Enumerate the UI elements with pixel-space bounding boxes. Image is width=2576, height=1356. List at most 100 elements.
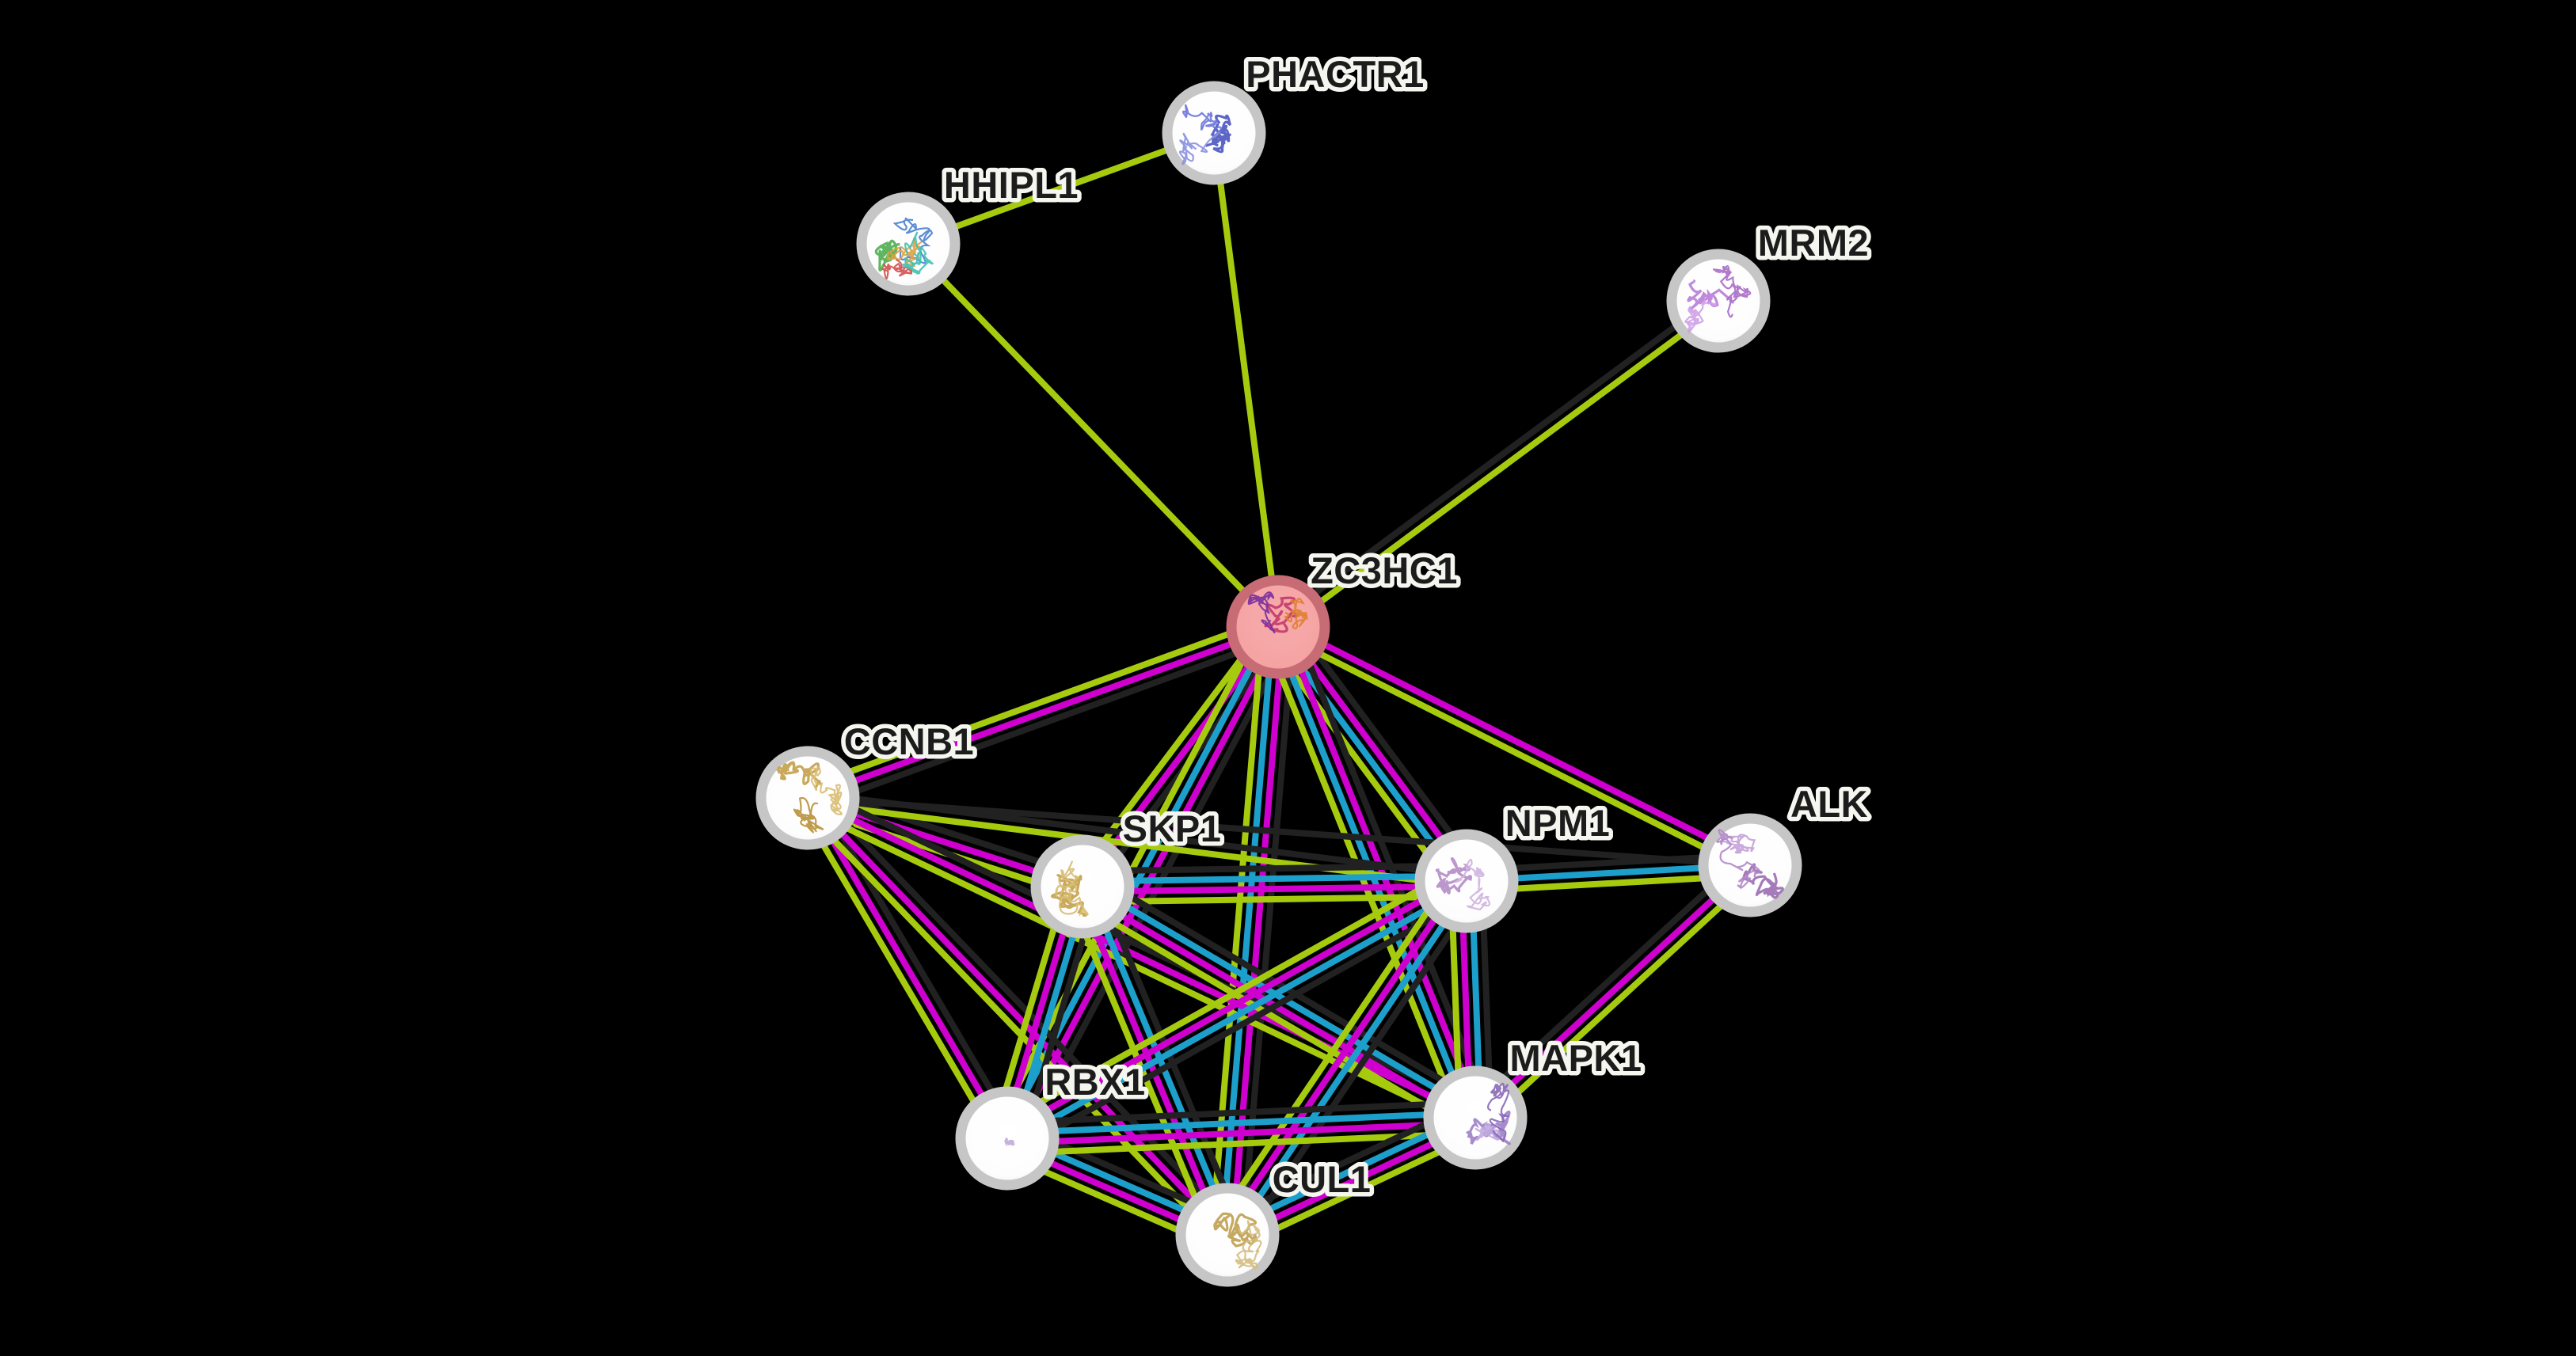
edge-MAPK1-ALK[interactable] xyxy=(1465,854,1760,1129)
protein-node-circle[interactable] xyxy=(755,746,860,850)
protein-structure-thumbnail xyxy=(1004,1137,1015,1147)
edge-line-textmining[interactable] xyxy=(905,130,1217,247)
node-label-CCNB1: CCNB1 xyxy=(844,720,974,762)
protein-structure-thumbnail xyxy=(1474,1121,1501,1141)
protein-node-circle[interactable] xyxy=(1423,1065,1528,1170)
edge-line-coexpression[interactable] xyxy=(1003,1099,1478,1126)
edge-line-databases[interactable] xyxy=(1003,1109,1478,1137)
protein-structure-thumbnail xyxy=(881,258,913,279)
edge-line-coexpression[interactable] xyxy=(805,795,1753,868)
edge-line-coexpression[interactable] xyxy=(1465,854,1747,1114)
protein-structure-thumbnail xyxy=(1466,1110,1511,1145)
edge-PHACTR1-HHIPL1[interactable] xyxy=(905,130,1217,247)
edge-line-coexpression[interactable] xyxy=(1272,293,1719,626)
edge-line-databases[interactable] xyxy=(1228,880,1474,1241)
edge-line-coexpression[interactable] xyxy=(1237,886,1483,1247)
protein-structure-thumbnail xyxy=(1435,857,1472,895)
edge-line-coexpression[interactable] xyxy=(812,788,1239,1231)
edge-line-textmining[interactable] xyxy=(804,800,1470,890)
protein-structure-thumbnail xyxy=(1178,131,1220,165)
edge-line-textmining[interactable] xyxy=(1262,632,1458,894)
protein-structure-thumbnail xyxy=(775,761,822,788)
node-label-RBX1: RBX1 xyxy=(1044,1061,1145,1103)
node-HHIPL1[interactable] xyxy=(856,192,961,296)
edge-line-textmining[interactable] xyxy=(1211,130,1281,630)
node-label-ZC3HC1: ZC3HC1 xyxy=(1311,549,1458,591)
edge-line-experiments[interactable] xyxy=(805,795,1010,1141)
edge-line-experiments[interactable] xyxy=(1220,875,1466,1236)
edge-line-databases[interactable] xyxy=(1006,882,1473,1146)
edge-ZC3HC1-CCNB1[interactable] xyxy=(801,613,1285,811)
edge-line-experiments[interactable] xyxy=(1277,619,1756,864)
edge-ZC3HC1-ALK[interactable] xyxy=(1273,619,1756,873)
node-RBX1[interactable] xyxy=(955,1086,1060,1191)
protein-structure-thumbnail xyxy=(793,796,824,834)
edge-line-coexpression[interactable] xyxy=(808,633,1285,811)
node-PHACTR1[interactable] xyxy=(1162,81,1266,185)
protein-node-circle[interactable] xyxy=(1226,575,1330,679)
edge-line-textmining[interactable] xyxy=(1277,302,1725,635)
node-label-NPM1: NPM1 xyxy=(1505,802,1611,844)
edge-NPM1-CUL1[interactable] xyxy=(1211,869,1483,1247)
edge-line-textmining[interactable] xyxy=(996,864,1463,1128)
node-layer xyxy=(755,81,1802,1287)
edge-line-databases[interactable] xyxy=(1082,879,1482,1117)
edge-line-textmining[interactable] xyxy=(1071,896,1471,1134)
protein-node-circle[interactable] xyxy=(1666,249,1771,353)
node-NPM1[interactable] xyxy=(1414,829,1519,933)
protein-node-circle[interactable] xyxy=(1698,813,1802,917)
edge-PHACTR1-ZC3HC1[interactable] xyxy=(1211,130,1281,630)
protein-structure-thumbnail xyxy=(874,239,900,272)
protein-structure-thumbnail xyxy=(892,217,934,264)
edge-line-experiments[interactable] xyxy=(1001,873,1467,1138)
node-CUL1[interactable] xyxy=(1175,1183,1280,1287)
protein-structure-thumbnail xyxy=(1716,829,1761,890)
edge-line-coexpression[interactable] xyxy=(1287,614,1482,876)
node-MRM2[interactable] xyxy=(1666,249,1771,353)
edge-line-textmining[interactable] xyxy=(1478,869,1760,1129)
edge-line-experiments[interactable] xyxy=(1472,862,1753,1121)
protein-structure-thumbnail xyxy=(1182,104,1223,138)
node-CCNB1[interactable] xyxy=(755,746,860,850)
edge-HHIPL1-ZC3HC1[interactable] xyxy=(905,241,1281,630)
edge-line-experiments[interactable] xyxy=(805,795,1231,1238)
edge-CCNB1-CUL1[interactable] xyxy=(797,788,1239,1245)
edge-line-experiments[interactable] xyxy=(1280,621,1483,1119)
protein-node-circle[interactable] xyxy=(1414,829,1519,933)
edge-line-textmining[interactable] xyxy=(795,800,1002,1147)
edge-line-textmining[interactable] xyxy=(797,802,1223,1245)
node-ZC3HC1[interactable] xyxy=(1226,575,1330,679)
protein-node-circle[interactable] xyxy=(856,192,961,296)
edge-MRM2-ZC3HC1[interactable] xyxy=(1272,293,1725,635)
edge-line-experiments[interactable] xyxy=(1004,1119,1479,1147)
protein-node-circle[interactable] xyxy=(1030,834,1135,939)
edge-line-databases[interactable] xyxy=(1079,872,1470,885)
protein-structure-thumbnail xyxy=(1712,264,1752,318)
edge-line-experiments[interactable] xyxy=(805,624,1281,801)
edge-line-textmining[interactable] xyxy=(905,241,1281,630)
edge-line-textmining[interactable] xyxy=(801,613,1278,792)
edge-line-textmining[interactable] xyxy=(800,803,1474,1130)
node-label-MAPK1: MAPK1 xyxy=(1509,1037,1642,1079)
edge-line-experiments[interactable] xyxy=(1079,883,1471,895)
edge-line-textmining[interactable] xyxy=(1211,869,1457,1230)
edge-NPM1-RBX1[interactable] xyxy=(996,864,1478,1155)
edge-line-textmining[interactable] xyxy=(1071,617,1273,884)
protein-structure-thumbnail xyxy=(1283,598,1308,630)
protein-structure-thumbnail xyxy=(1213,1212,1258,1248)
edge-CCNB1-RBX1[interactable] xyxy=(795,789,1020,1147)
protein-structure-thumbnail xyxy=(1247,591,1276,634)
edge-line-coexpression[interactable] xyxy=(813,789,1020,1137)
node-ALK[interactable] xyxy=(1698,813,1802,917)
protein-structure-thumbnail xyxy=(810,766,843,815)
edge-CCNB1-ALK[interactable] xyxy=(805,795,1753,868)
edge-line-textmining[interactable] xyxy=(1273,628,1752,873)
node-SKP1[interactable] xyxy=(1030,834,1135,939)
protein-structure-thumbnail xyxy=(1487,1082,1509,1143)
protein-node-circle[interactable] xyxy=(1175,1183,1280,1287)
node-MAPK1[interactable] xyxy=(1423,1065,1528,1170)
edge-line-coexpression[interactable] xyxy=(1011,891,1478,1155)
edge-line-coexpression[interactable] xyxy=(1079,862,1470,875)
